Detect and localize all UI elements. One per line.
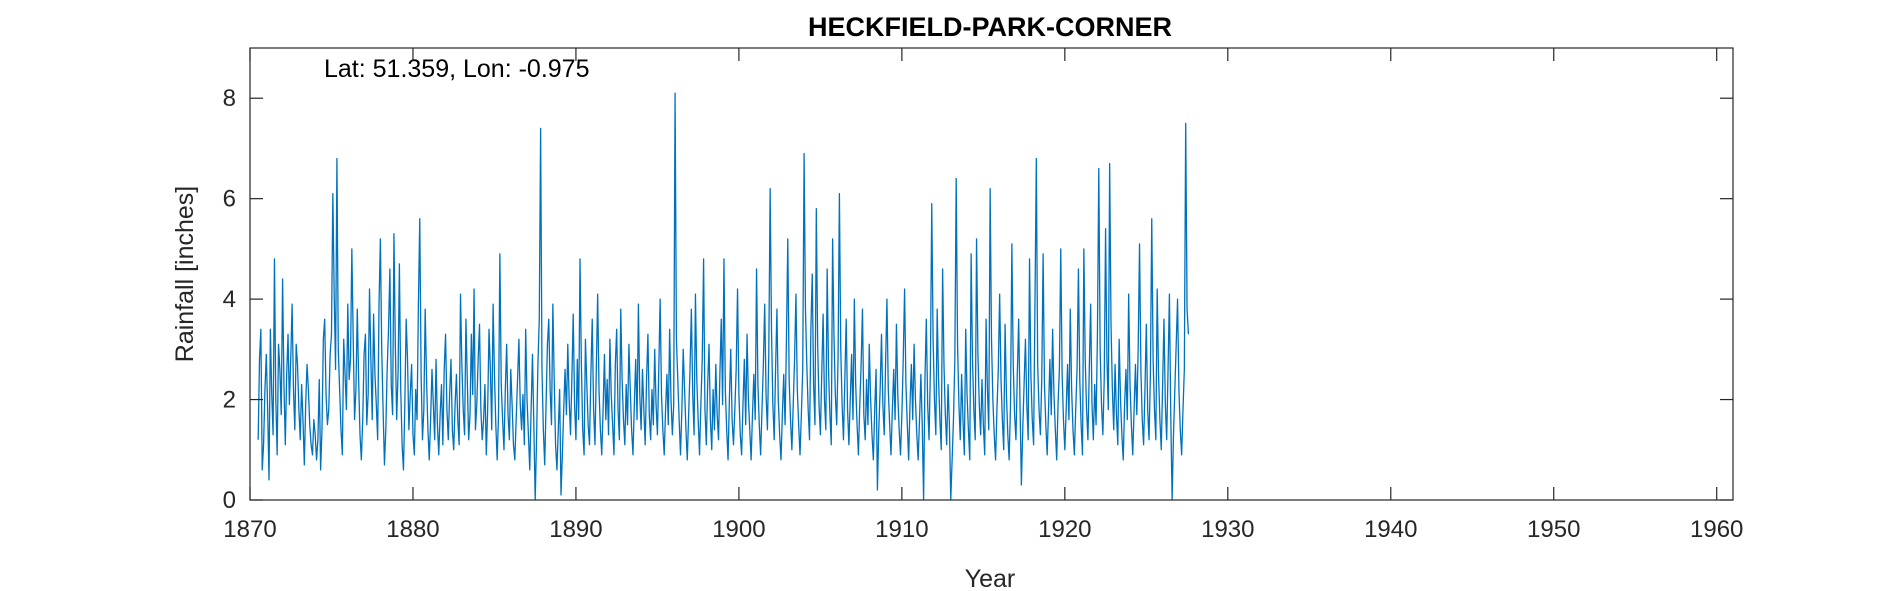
- y-tick-label: 6: [223, 186, 236, 213]
- y-axis-title: Rainfall [inches]: [171, 186, 199, 362]
- location-annotation: Lat: 51.359, Lon: -0.975: [324, 55, 590, 83]
- ticks-layer: 1870 1880 1890 1900 1910 1920 1930 1940 1950 1960…: [223, 48, 1743, 543]
- x-axis-title: Year: [965, 565, 1016, 591]
- x-tick-label: 1930: [1201, 516, 1254, 543]
- x-tick-label: 1900: [712, 516, 765, 543]
- y-tick-label: 0: [223, 487, 236, 514]
- series-layer: [257, 92, 1190, 501]
- y-tick-label: 8: [223, 85, 236, 112]
- y-tick-label: 4: [223, 286, 236, 313]
- rainfall-series-line-0: [257, 92, 1190, 501]
- x-tick-label: 1870: [223, 516, 276, 543]
- x-tick-label: 1880: [386, 516, 439, 543]
- axes-box: [249, 47, 1734, 501]
- axes-frame: [249, 47, 1734, 501]
- y-tick-label: 2: [223, 387, 236, 414]
- x-tick-label: 1960: [1690, 516, 1743, 543]
- x-tick-label: 1910: [875, 516, 928, 543]
- x-tick-label: 1940: [1364, 516, 1417, 543]
- x-tick-label: 1920: [1038, 516, 1091, 543]
- x-tick-label: 1950: [1527, 516, 1580, 543]
- x-tick-label: 1890: [549, 516, 602, 543]
- chart-title: HECKFIELD-PARK-CORNER: [808, 12, 1172, 42]
